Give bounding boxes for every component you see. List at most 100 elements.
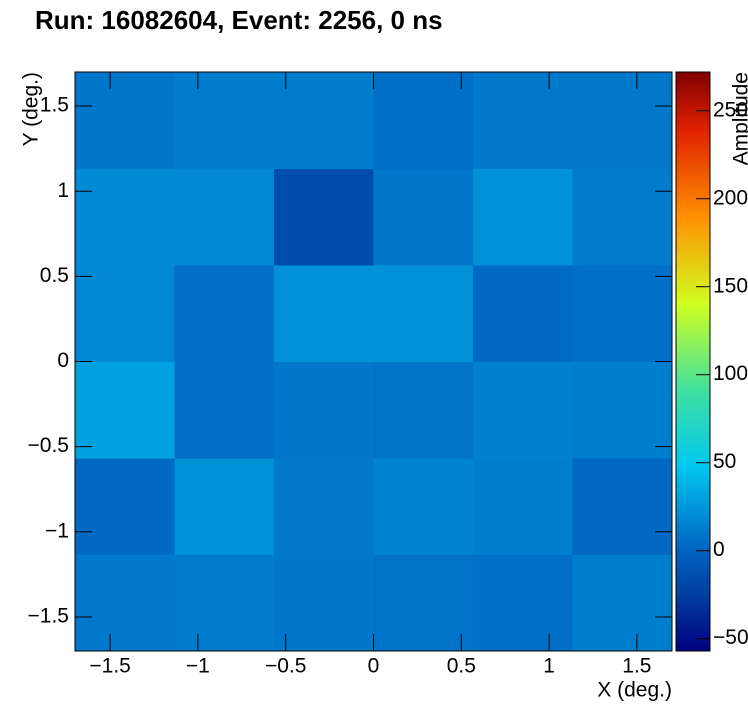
x-tick-label: 0.5 xyxy=(447,655,476,678)
colorbar-strip xyxy=(676,86,710,88)
colorbar-strip xyxy=(676,190,710,192)
heatmap-cell xyxy=(572,554,673,652)
colorbar-strip xyxy=(676,609,710,611)
colorbar-strip xyxy=(676,99,710,101)
colorbar-strip xyxy=(676,280,710,282)
colorbar-strip xyxy=(676,465,710,467)
colorbar-strip xyxy=(676,171,710,173)
colorbar-strip xyxy=(676,460,710,462)
colorbar-strip xyxy=(676,396,710,398)
colorbar-strip xyxy=(676,308,710,310)
heatmap-cell xyxy=(373,554,474,652)
heatmap-cell xyxy=(75,361,176,459)
colorbar-strip xyxy=(676,617,710,619)
colorbar-strip xyxy=(676,165,710,167)
colorbar-strip xyxy=(676,316,710,318)
colorbar-strip xyxy=(676,483,710,485)
colorbar-strip xyxy=(676,208,710,210)
colorbar-strip xyxy=(676,573,710,575)
colorbar-strip xyxy=(676,244,710,246)
colorbar-strip xyxy=(676,606,710,608)
y-tick-label: 0 xyxy=(57,349,69,372)
colorbar-strip xyxy=(676,344,710,346)
colorbar-strip xyxy=(676,517,710,519)
colorbar-strip xyxy=(676,223,710,225)
colorbar-strip xyxy=(676,588,710,590)
colorbar-strip xyxy=(676,470,710,472)
colorbar-strip xyxy=(676,183,710,185)
colorbar-strip xyxy=(676,537,710,539)
colorbar-strip xyxy=(676,646,710,648)
colorbar-strip xyxy=(676,579,710,581)
colorbar-strip xyxy=(676,109,710,111)
colorbar-strip xyxy=(676,583,710,585)
colorbar-strip xyxy=(676,267,710,269)
colorbar-strip xyxy=(676,226,710,228)
colorbar-strip xyxy=(676,74,710,76)
colorbar-strip xyxy=(676,518,710,520)
colorbar-strip xyxy=(676,136,710,138)
colorbar-strip xyxy=(676,387,710,389)
colorbar-strip xyxy=(676,527,710,529)
colorbar-strip xyxy=(676,424,710,426)
colorbar-strip xyxy=(676,554,710,556)
colorbar-strip xyxy=(676,615,710,617)
colorbar-strip xyxy=(676,427,710,429)
colorbar-strip xyxy=(676,261,710,263)
colorbar-strip xyxy=(676,592,710,594)
colorbar-strip xyxy=(676,407,710,409)
colorbar-strip xyxy=(676,313,710,315)
colorbar-strip xyxy=(676,100,710,102)
colorbar-strip xyxy=(676,232,710,234)
colorbar-strip xyxy=(676,373,710,375)
colorbar-strip xyxy=(676,614,710,616)
colorbar-strip xyxy=(676,501,710,503)
colorbar-strip xyxy=(676,142,710,144)
colorbar-strip xyxy=(676,477,710,479)
colorbar-strip xyxy=(676,125,710,127)
colorbar-strip xyxy=(676,188,710,190)
colorbar-strip xyxy=(676,529,710,531)
colorbar-strip xyxy=(676,349,710,351)
colorbar-strip xyxy=(676,639,710,641)
colorbar-strip xyxy=(676,572,710,574)
chart-title: Run: 16082604, Event: 2256, 0 ns xyxy=(35,5,443,35)
colorbar-strip xyxy=(676,93,710,95)
colorbar-strip xyxy=(676,505,710,507)
z-tick-label: 250 xyxy=(713,98,748,121)
colorbar-strip xyxy=(676,453,710,455)
colorbar-strip xyxy=(676,480,710,482)
colorbar-strip xyxy=(676,170,710,172)
colorbar-strip xyxy=(676,361,710,363)
colorbar-strip xyxy=(676,341,710,343)
colorbar-strip xyxy=(676,212,710,214)
colorbar-strip xyxy=(676,243,710,245)
colorbar-strip xyxy=(676,340,710,342)
colorbar-strip xyxy=(676,327,710,329)
colorbar-strip xyxy=(676,562,710,564)
colorbar-strip xyxy=(676,421,710,423)
colorbar-strip xyxy=(676,433,710,435)
colorbar-strip xyxy=(676,251,710,253)
colorbar-strip xyxy=(676,357,710,359)
colorbar-strip xyxy=(676,82,710,84)
colorbar-strip xyxy=(676,521,710,523)
colorbar-strip xyxy=(676,143,710,145)
colorbar-strip xyxy=(676,90,710,92)
colorbar-strip xyxy=(676,258,710,260)
colorbar-strip xyxy=(676,161,710,163)
y-tick-label: 0.5 xyxy=(40,264,69,287)
colorbar-strip xyxy=(676,198,710,200)
colorbar-strip xyxy=(676,635,710,637)
colorbar-strip xyxy=(676,622,710,624)
colorbar-strip xyxy=(676,321,710,323)
colorbar-strip xyxy=(676,102,710,104)
heatmap-cell xyxy=(572,458,673,555)
colorbar-strip xyxy=(676,628,710,630)
colorbar-strip xyxy=(676,363,710,365)
colorbar-strip xyxy=(676,641,710,643)
colorbar-strip xyxy=(676,309,710,311)
colorbar-strip xyxy=(676,331,710,333)
colorbar-strip xyxy=(676,76,710,78)
colorbar-strip xyxy=(676,159,710,161)
